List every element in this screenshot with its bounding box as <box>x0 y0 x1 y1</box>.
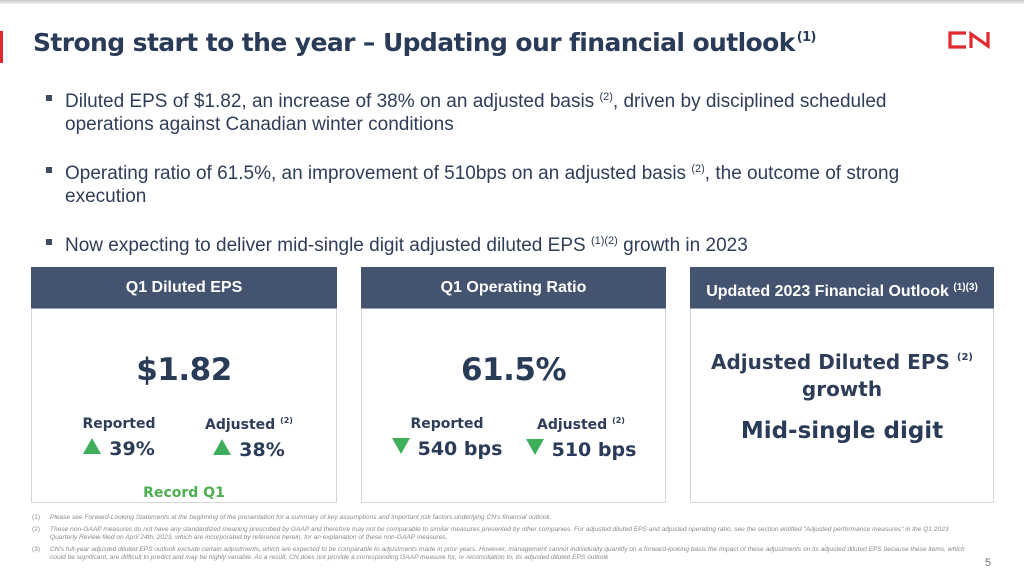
eps-card: Q1 Diluted EPS $1.82 Reported 39% Adjust… <box>31 267 337 503</box>
down-arrow-icon <box>391 438 410 454</box>
or-adjusted-value: 510 bps <box>551 439 637 461</box>
eps-adjusted-label: Adjusted <box>205 417 276 433</box>
eps-card-header: Q1 Diluted EPS <box>31 267 337 309</box>
up-arrow-icon <box>83 438 102 454</box>
footnote-item: (2) These non-GAAP measures do not have a… <box>32 525 949 542</box>
or-reported-value: 540 bps <box>417 438 503 460</box>
outlook-card-header: Updated 2023 Financial Outlook (1)(3) <box>690 267 994 309</box>
operating-ratio-value: 61.5% <box>460 352 567 388</box>
highlights-list: Diluted EPS of $1.82, an increase of 38%… <box>43 86 963 279</box>
footnotes: (1) Please see Forward-Looking Statements… <box>32 514 972 566</box>
cn-logo-icon <box>948 31 990 49</box>
eps-value: $1.82 <box>136 352 232 388</box>
bullet-square-icon <box>46 95 52 101</box>
or-adjusted-label: Adjusted <box>537 417 608 433</box>
or-adjusted: Adjusted (2) 510 bps <box>516 416 646 461</box>
footnote-item: (3) CN's full-year adjusted diluted EPS o… <box>32 545 965 562</box>
title-accent-bar <box>0 31 3 63</box>
outlook-value: Mid-single digit <box>740 418 944 444</box>
eps-adjusted: Adjusted (2) 38% <box>205 416 293 461</box>
page-title: Strong start to the year – Updating our … <box>33 28 816 57</box>
page-number: 5 <box>985 557 992 569</box>
title-footnote-ref: (1) <box>796 30 817 45</box>
page-title-text: Strong start to the year – Updating our … <box>33 28 795 57</box>
operating-ratio-card-header: Q1 Operating Ratio <box>361 267 666 309</box>
bullet-item: Operating ratio of 61.5%, an improvement… <box>43 158 963 208</box>
or-reported-label: Reported <box>410 416 484 432</box>
up-arrow-icon <box>213 439 232 455</box>
or-reported: Reported 540 bps <box>382 416 512 460</box>
outlook-card: Updated 2023 Financial Outlook (1)(3) Ad… <box>690 267 994 503</box>
bullet-item: Now expecting to deliver mid-single digi… <box>43 230 963 257</box>
operating-ratio-card: Q1 Operating Ratio 61.5% Reported 540 bp… <box>361 267 666 503</box>
eps-reported-value: 39% <box>109 438 155 460</box>
bullet-item: Diluted EPS of $1.82, an increase of 38%… <box>43 86 963 136</box>
bullet-square-icon <box>46 167 52 173</box>
eps-reported-label: Reported <box>82 416 156 432</box>
eps-adjusted-value: 38% <box>239 439 285 461</box>
bullet-square-icon <box>46 239 52 245</box>
record-q1-note: Record Q1 <box>143 485 225 501</box>
top-shadow <box>0 0 1024 4</box>
down-arrow-icon <box>525 439 544 455</box>
footnote-item: (1) Please see Forward-Looking Statements… <box>32 514 552 521</box>
eps-reported: Reported 39% <box>54 416 184 460</box>
outlook-metric-label: Adjusted Diluted EPS (2) growth <box>711 350 973 401</box>
